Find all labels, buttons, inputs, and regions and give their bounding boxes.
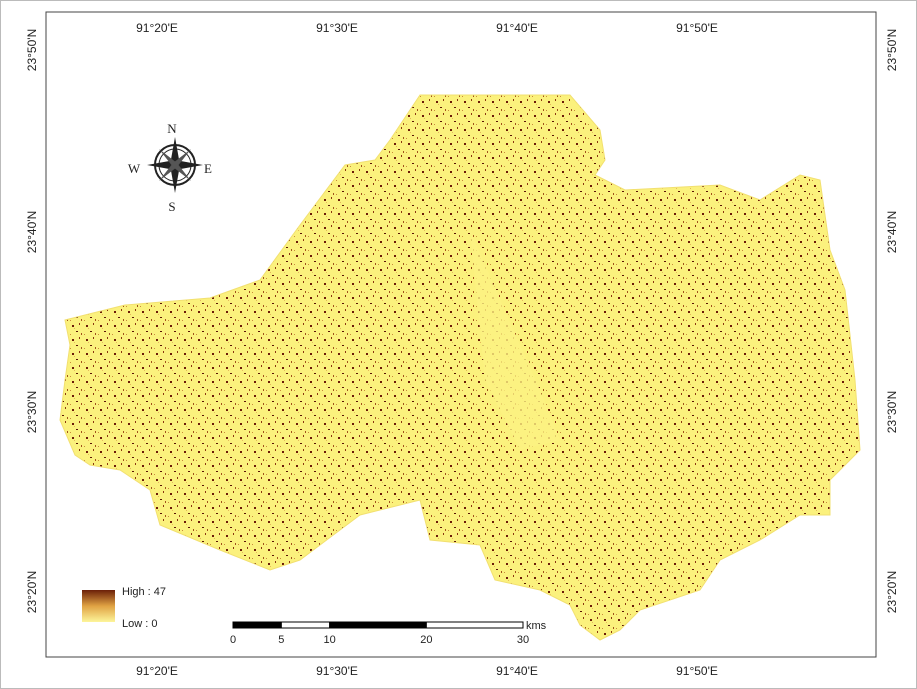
scale-unit: kms (526, 620, 547, 632)
legend-high: High : 47 (122, 586, 166, 598)
lat-label-left: 23°20'N (25, 571, 39, 613)
map-figure: N S E W High : 47 Low : 0 0 5 10 20 30 kms 91… (0, 0, 917, 689)
legend-low: Low : 0 (122, 618, 157, 630)
compass-w: W (128, 161, 141, 176)
lat-label-left: 23°50'N (25, 29, 39, 71)
lon-label-bottom: 91°20'E (136, 664, 178, 678)
lat-label-right: 23°40'N (885, 211, 899, 253)
scale-tick-label: 0 (230, 634, 236, 646)
scale-tick-label: 30 (517, 634, 529, 646)
scale-segment (233, 622, 281, 628)
lon-label-top: 91°40'E (496, 21, 538, 35)
lat-label-right: 23°30'N (885, 391, 899, 433)
compass-e: E (204, 161, 212, 176)
scale-segment (426, 622, 523, 628)
lon-label-bottom: 91°40'E (496, 664, 538, 678)
legend-ramp (82, 590, 115, 622)
lat-label-left: 23°40'N (25, 211, 39, 253)
scale-tick-label: 5 (278, 634, 284, 646)
compass-n: N (167, 121, 177, 136)
scale-segment (281, 622, 329, 628)
lon-label-top: 91°50'E (676, 21, 718, 35)
lon-label-bottom: 91°50'E (676, 664, 718, 678)
scale-tick-label: 10 (324, 634, 336, 646)
lon-label-top: 91°30'E (316, 21, 358, 35)
lat-label-right: 23°20'N (885, 571, 899, 613)
scale-tick-label: 20 (420, 634, 432, 646)
lon-label-top: 91°20'E (136, 21, 178, 35)
compass-s: S (168, 199, 175, 214)
lat-label-right: 23°50'N (885, 29, 899, 71)
scale-segment (330, 622, 427, 628)
lat-label-left: 23°30'N (25, 391, 39, 433)
lon-label-bottom: 91°30'E (316, 664, 358, 678)
